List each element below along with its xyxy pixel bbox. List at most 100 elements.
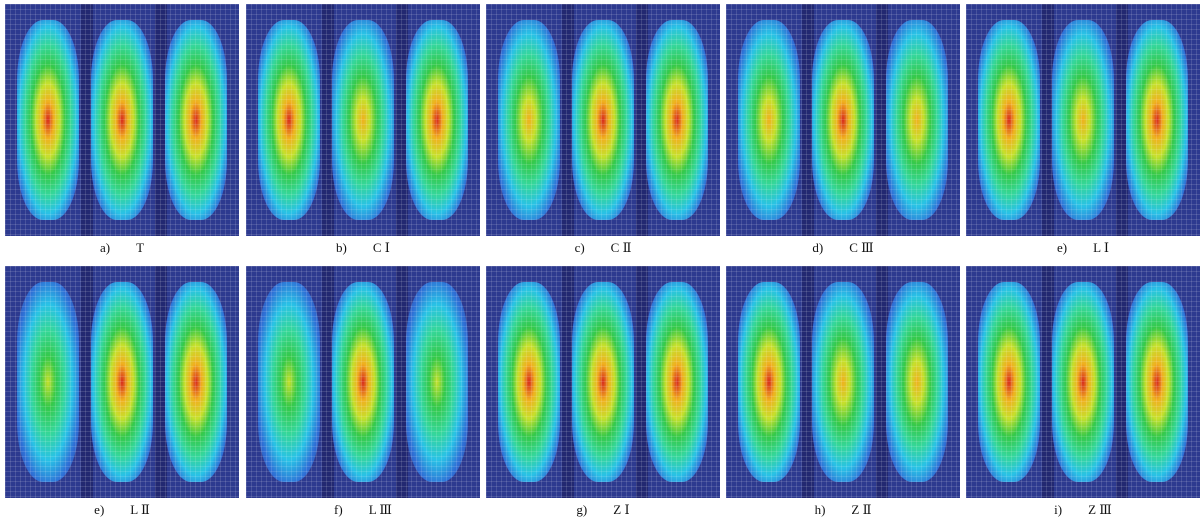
unit-separator: [1042, 4, 1054, 236]
hotspot-contour: [738, 20, 800, 220]
hotspot-contour: [886, 20, 948, 220]
hotspot-contour: [406, 20, 468, 220]
contour-panel: c) C Ⅱ: [486, 4, 720, 255]
panel-label: h): [814, 502, 826, 517]
panel-label: f): [334, 502, 343, 517]
panel-name: Z Ⅲ: [1088, 502, 1112, 517]
panel-name: L Ⅱ: [130, 502, 150, 517]
unit-separator: [396, 4, 408, 236]
panel-caption: e) L Ⅰ: [966, 240, 1200, 260]
hotspot-contour: [332, 282, 394, 482]
contour-panel: f) L Ⅲ: [246, 266, 480, 517]
unit-separator: [802, 266, 814, 498]
panel-label: i): [1054, 502, 1063, 517]
unit-separator: [155, 266, 167, 498]
panel-name: L Ⅲ: [368, 502, 392, 517]
panel-name: Z Ⅱ: [851, 502, 872, 517]
contour-plot: [486, 4, 720, 236]
contour-panel: a) T: [5, 4, 239, 255]
panel-caption: h) Z Ⅱ: [726, 502, 960, 522]
hotspot-contour: [978, 20, 1040, 220]
panel-name: T: [136, 240, 145, 255]
hotspot-contour: [572, 282, 634, 482]
contour-plot: [486, 266, 720, 498]
hotspot-contour: [978, 282, 1040, 482]
panel-name: C Ⅱ: [610, 240, 632, 255]
panel-caption: a) T: [5, 240, 239, 260]
contour-plot: [726, 266, 960, 498]
unit-separator: [562, 4, 574, 236]
contour-plot: [5, 4, 239, 236]
panel-name: L Ⅰ: [1093, 240, 1109, 255]
unit-separator: [1042, 266, 1054, 498]
hotspot-contour: [498, 282, 560, 482]
hotspot-contour: [17, 282, 79, 482]
unit-separator: [81, 4, 93, 236]
contour-panel: d) C Ⅲ: [726, 4, 960, 255]
unit-separator: [322, 266, 334, 498]
unit-separator: [396, 266, 408, 498]
contour-plot: [5, 266, 239, 498]
hotspot-contour: [1126, 282, 1188, 482]
panel-caption: g) Z Ⅰ: [486, 502, 720, 522]
contour-plot: [246, 4, 480, 236]
unit-separator: [636, 4, 648, 236]
unit-separator: [802, 4, 814, 236]
panel-label: e): [94, 502, 105, 517]
panel-name: C Ⅲ: [849, 240, 874, 255]
unit-separator: [81, 266, 93, 498]
contour-panel: e) L Ⅰ: [966, 4, 1200, 255]
unit-separator: [876, 4, 888, 236]
unit-separator: [562, 266, 574, 498]
hotspot-contour: [738, 282, 800, 482]
hotspot-contour: [17, 20, 79, 220]
hotspot-contour: [1052, 282, 1114, 482]
unit-separator: [636, 266, 648, 498]
hotspot-contour: [572, 20, 634, 220]
hotspot-contour: [91, 20, 153, 220]
contour-panel: b) C Ⅰ: [246, 4, 480, 255]
unit-separator: [876, 266, 888, 498]
hotspot-contour: [646, 20, 708, 220]
panel-caption: i) Z Ⅲ: [966, 502, 1200, 522]
hotspot-contour: [812, 20, 874, 220]
hotspot-contour: [646, 282, 708, 482]
panel-caption: f) L Ⅲ: [246, 502, 480, 522]
panel-label: g): [576, 502, 588, 517]
hotspot-contour: [812, 282, 874, 482]
hotspot-contour: [498, 20, 560, 220]
panel-name: Z Ⅰ: [613, 502, 630, 517]
contour-panel: h) Z Ⅱ: [726, 266, 960, 517]
contour-plot: [726, 4, 960, 236]
unit-separator: [322, 4, 334, 236]
hotspot-contour: [886, 282, 948, 482]
hotspot-contour: [406, 282, 468, 482]
contour-plot: [966, 4, 1200, 236]
panel-label: b): [336, 240, 347, 255]
hotspot-contour: [258, 282, 320, 482]
hotspot-contour: [91, 282, 153, 482]
panel-label: d): [812, 240, 824, 255]
panel-caption: d) C Ⅲ: [726, 240, 960, 260]
contour-panel: e) L Ⅱ: [5, 266, 239, 517]
panel-label: c): [574, 240, 585, 255]
hotspot-contour: [1052, 20, 1114, 220]
unit-separator: [1116, 4, 1128, 236]
panel-caption: c) C Ⅱ: [486, 240, 720, 260]
panel-caption: b) C Ⅰ: [246, 240, 480, 260]
hotspot-contour: [165, 20, 227, 220]
panel-label: e): [1057, 240, 1068, 255]
panel-caption: e) L Ⅱ: [5, 502, 239, 522]
panel-name: C Ⅰ: [372, 240, 390, 255]
hotspot-contour: [165, 282, 227, 482]
unit-separator: [1116, 266, 1128, 498]
contour-plot: [966, 266, 1200, 498]
panel-label: a): [99, 240, 111, 255]
unit-separator: [155, 4, 167, 236]
contour-panel: i) Z Ⅲ: [966, 266, 1200, 517]
hotspot-contour: [332, 20, 394, 220]
hotspot-contour: [1126, 20, 1188, 220]
contour-plot: [246, 266, 480, 498]
contour-panel: g) Z Ⅰ: [486, 266, 720, 517]
